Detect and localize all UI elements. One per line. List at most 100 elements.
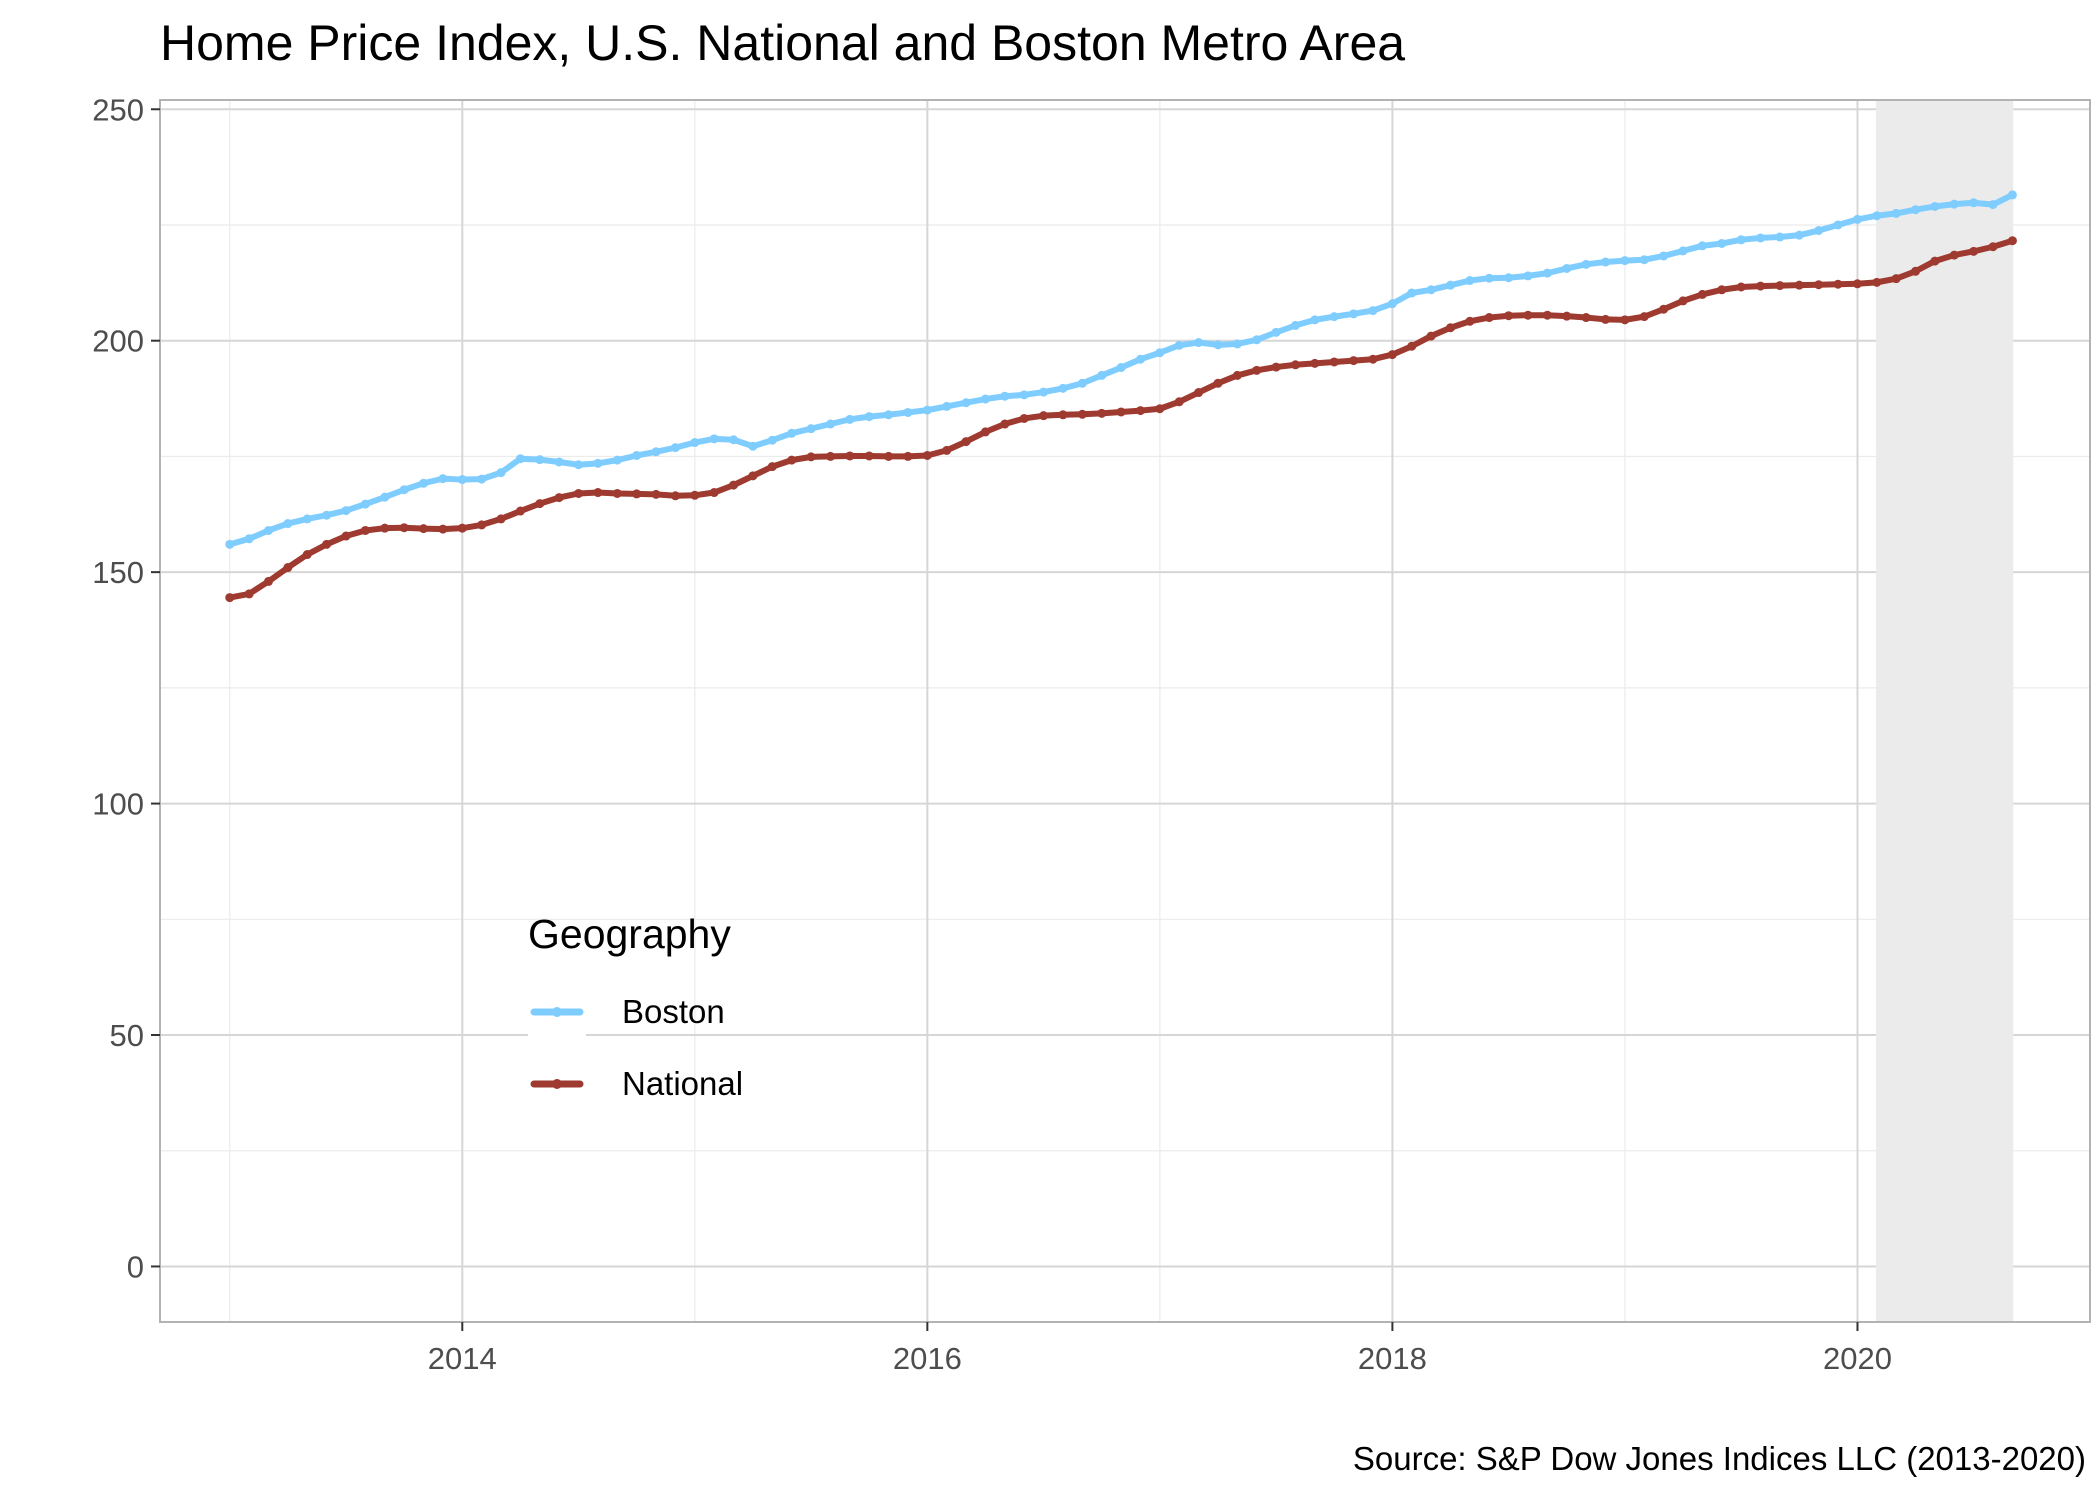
data-point-boston (535, 455, 545, 465)
data-point-boston (612, 455, 622, 465)
data-point-boston (670, 443, 680, 453)
data-point-boston (690, 438, 700, 448)
data-point-boston (1523, 271, 1533, 281)
data-point-national (1174, 397, 1184, 407)
data-point-boston (1620, 256, 1630, 266)
chart-title: Home Price Index, U.S. National and Bost… (160, 15, 1406, 71)
data-point-national (729, 480, 739, 490)
data-point-national (1988, 242, 1998, 252)
x-tick-label: 2014 (428, 1341, 497, 1376)
data-point-national (1504, 311, 1514, 321)
data-point-national (1310, 358, 1320, 368)
data-point-national (1368, 354, 1378, 364)
data-point-national (1116, 407, 1126, 417)
data-point-boston (1814, 226, 1824, 236)
data-point-boston (1349, 309, 1359, 319)
legend-title: Geography (528, 911, 731, 957)
data-point-national (980, 427, 990, 437)
data-point-boston (1872, 211, 1882, 221)
data-point-national (1271, 362, 1281, 372)
data-point-boston (244, 534, 254, 544)
data-point-boston (1484, 273, 1494, 283)
shaded-region-rect (1876, 100, 2014, 1322)
data-point-national (1678, 296, 1688, 306)
data-point-boston (322, 510, 332, 520)
data-point-national (1252, 365, 1262, 375)
data-point-boston (1194, 338, 1204, 348)
data-point-national (322, 539, 332, 549)
data-point-national (1426, 331, 1436, 341)
data-point-national (1155, 404, 1165, 414)
data-point-national (1465, 316, 1475, 326)
data-point-boston (1077, 378, 1087, 388)
data-point-boston (1097, 370, 1107, 380)
data-point-national (1058, 410, 1068, 420)
data-point-national (360, 525, 370, 535)
plot-background (160, 100, 2090, 1322)
data-point-boston (438, 474, 448, 484)
legend-label-national: National (622, 1065, 743, 1102)
data-point-boston (1562, 263, 1572, 273)
data-point-boston (1678, 246, 1688, 256)
data-point-boston (1213, 340, 1223, 350)
data-point-national (515, 506, 525, 516)
data-point-boston (1445, 280, 1455, 290)
data-point-boston (806, 424, 816, 434)
y-tick-label: 0 (127, 1249, 144, 1284)
data-point-national (767, 462, 777, 472)
data-point-national (1930, 256, 1940, 266)
data-point-boston (1000, 391, 1010, 401)
data-point-boston (419, 478, 429, 488)
data-point-boston (574, 460, 584, 470)
data-point-boston (1465, 276, 1475, 286)
data-point-national (1135, 406, 1145, 416)
data-point-national (961, 437, 971, 447)
data-point-boston (1368, 306, 1378, 316)
data-point-national (670, 491, 680, 501)
data-point-boston (1504, 273, 1514, 283)
data-point-national (884, 451, 894, 461)
data-point-national (1852, 279, 1862, 289)
data-point-boston (651, 447, 661, 457)
data-point-national (1407, 341, 1417, 351)
data-point-national (1794, 280, 1804, 290)
data-point-boston (845, 414, 855, 424)
data-point-boston (1852, 214, 1862, 224)
data-point-national (1756, 281, 1766, 291)
data-point-boston (225, 539, 235, 549)
data-point-boston (825, 419, 835, 429)
data-point-boston (980, 394, 990, 404)
data-point-boston (1756, 233, 1766, 243)
data-point-national (1736, 282, 1746, 292)
data-point-national (438, 524, 448, 534)
data-point-boston (1290, 320, 1300, 330)
data-point-national (283, 563, 293, 573)
data-point-national (825, 451, 835, 461)
data-point-boston (1155, 348, 1165, 358)
data-point-national (2007, 236, 2017, 246)
data-point-national (1833, 279, 1843, 289)
data-point-boston (1310, 315, 1320, 325)
data-point-national (380, 523, 390, 533)
data-point-national (341, 531, 351, 541)
data-point-national (1717, 285, 1727, 295)
data-point-boston (1271, 327, 1281, 337)
data-point-boston (283, 519, 293, 529)
data-point-national (651, 489, 661, 499)
data-point-national (845, 451, 855, 461)
y-tick-label: 150 (92, 555, 144, 590)
data-point-national (1542, 310, 1552, 320)
data-point-national (1697, 289, 1707, 299)
data-point-boston (477, 474, 487, 484)
data-point-boston (1659, 251, 1669, 261)
data-point-boston (1717, 238, 1727, 248)
legend-label-boston: Boston (622, 993, 725, 1030)
data-point-boston (496, 468, 506, 478)
data-point-national (225, 593, 235, 603)
data-point-national (612, 488, 622, 498)
data-point-national (1445, 323, 1455, 333)
series-lines (225, 190, 2017, 603)
data-point-boston (1135, 354, 1145, 364)
data-point-national (1349, 356, 1359, 366)
data-point-boston (1426, 285, 1436, 295)
